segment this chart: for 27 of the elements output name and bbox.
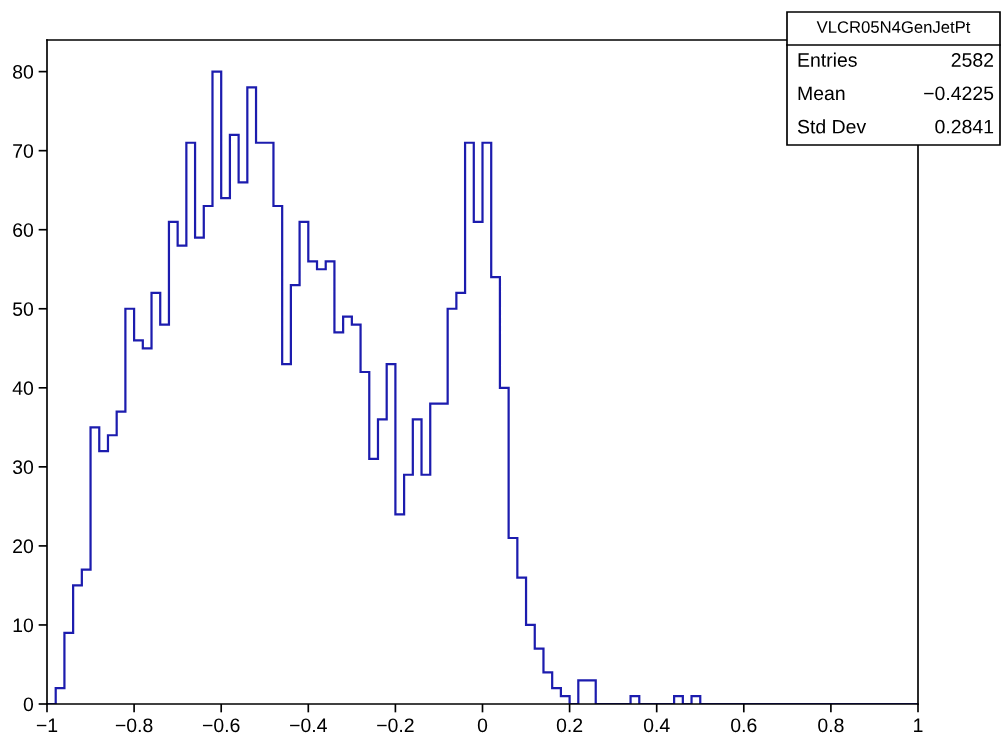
x-tick-label: 0: [477, 718, 488, 733]
x-tick-label: −0.6: [202, 718, 240, 733]
text: 2582: [951, 53, 994, 67]
x-tick-label: −0.8: [115, 718, 153, 733]
x-tick-label: −1: [36, 718, 58, 732]
x-tick-label: −0.2: [377, 718, 414, 733]
y-tick-label: 10: [13, 618, 34, 633]
x-tick-label: 0.6: [731, 718, 757, 733]
x-tick-label: 0.2: [556, 718, 583, 733]
y-tick-label: 70: [13, 144, 34, 158]
chart-title: VLCR05N4GenJetPt: [816, 21, 971, 33]
text: −0.4225: [924, 86, 994, 101]
y-tick-label: 30: [12, 460, 34, 475]
x-tick-label: 1: [914, 718, 923, 732]
y-tick-label: 80: [13, 65, 34, 79]
annotation: Std Dev: [797, 119, 867, 134]
y-tick-label: 60: [13, 223, 34, 237]
x-tick-label: 0.8: [818, 718, 844, 733]
y-tick-label: 20: [13, 539, 34, 554]
text: 0.2841: [935, 119, 994, 134]
y-tick-label: 50: [12, 302, 34, 316]
x-tick-label: −0.4: [290, 718, 327, 733]
y-tick-label: 0: [23, 697, 34, 712]
x-tick-label: 0.4: [643, 718, 670, 733]
y-tick-label: 40: [12, 381, 34, 396]
annotation: Mean: [798, 86, 845, 101]
annotation: Entries: [798, 52, 857, 67]
